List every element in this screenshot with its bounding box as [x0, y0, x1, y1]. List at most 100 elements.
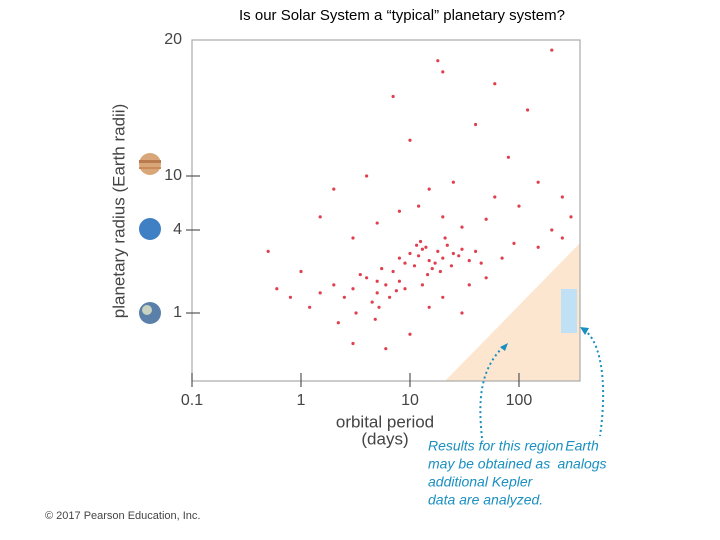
data-point	[332, 187, 336, 191]
data-point	[387, 295, 392, 299]
data-point	[436, 59, 440, 63]
data-point	[418, 239, 423, 244]
earth-note: analogs	[557, 456, 606, 472]
data-point	[467, 258, 471, 263]
region-note: Results for this region	[428, 438, 564, 454]
data-point	[358, 272, 362, 277]
arrow-head	[580, 327, 589, 335]
data-point	[457, 254, 461, 258]
jupiter-band	[139, 160, 161, 163]
data-point	[560, 236, 564, 240]
data-point	[397, 279, 402, 283]
data-point	[417, 254, 421, 258]
data-point	[275, 287, 279, 291]
data-point	[474, 122, 478, 127]
data-point	[414, 243, 419, 247]
data-point	[493, 195, 497, 199]
data-point	[427, 305, 431, 309]
data-point	[427, 258, 431, 263]
data-point	[397, 209, 402, 213]
data-point	[441, 70, 445, 74]
data-point	[500, 256, 504, 260]
arrow-head	[500, 343, 508, 351]
x-tick-label: 0.1	[181, 392, 203, 409]
data-point	[332, 283, 336, 287]
data-point	[425, 272, 430, 277]
data-point	[484, 276, 488, 280]
jupiter-icon	[139, 153, 161, 175]
neptune-icon	[139, 218, 161, 240]
data-point	[460, 225, 464, 229]
data-point	[445, 243, 449, 247]
data-point	[318, 215, 322, 219]
data-point	[517, 204, 521, 208]
data-point	[408, 138, 412, 142]
arrow	[583, 329, 605, 437]
data-point	[550, 48, 554, 52]
data-point	[436, 249, 440, 253]
data-point	[479, 261, 483, 265]
data-point	[536, 180, 540, 184]
data-point	[266, 249, 270, 253]
earth-cloud	[142, 305, 152, 315]
data-point	[336, 321, 340, 325]
y-tick-label: 4	[173, 221, 182, 238]
data-point	[403, 287, 407, 291]
data-point	[375, 279, 379, 283]
data-point	[526, 108, 530, 112]
data-point	[408, 251, 412, 256]
data-point	[384, 283, 388, 287]
data-point	[449, 264, 454, 268]
copyright: © 2017 Pearson Education, Inc.	[45, 510, 200, 522]
data-point	[441, 295, 445, 299]
data-point	[424, 245, 428, 249]
data-point	[318, 291, 322, 295]
data-point	[484, 217, 488, 221]
data-point	[550, 228, 554, 232]
data-point	[536, 245, 540, 249]
data-point	[308, 305, 312, 309]
data-point	[377, 305, 381, 309]
data-point	[438, 269, 442, 274]
data-point	[430, 266, 434, 271]
y-tick-label: 20	[164, 31, 182, 48]
data-point	[412, 264, 417, 268]
data-point	[441, 215, 445, 219]
data-point	[397, 256, 402, 260]
data-point	[420, 247, 425, 251]
data-point	[512, 241, 516, 245]
data-point	[299, 269, 303, 274]
x-axis-label: orbital period	[336, 412, 434, 431]
x-tick-label: 100	[506, 392, 533, 409]
data-point	[394, 289, 398, 293]
data-point	[391, 269, 395, 274]
region-note: additional Kepler	[428, 474, 534, 490]
data-point	[351, 236, 355, 240]
y-axis-label: planetary radius (Earth radii)	[109, 104, 128, 318]
data-point	[474, 249, 478, 253]
x-axis-label: (days)	[361, 429, 408, 448]
data-point	[351, 287, 355, 291]
data-point	[365, 174, 369, 178]
data-point	[493, 82, 497, 86]
earth-note: Earth	[565, 438, 599, 454]
plot-frame	[191, 39, 581, 382]
slide-title: Is our Solar System a “typical” planetar…	[239, 7, 565, 24]
x-tick-label: 1	[297, 392, 306, 409]
data-point	[373, 317, 377, 321]
region-note: may be obtained as	[428, 456, 550, 472]
data-point	[365, 276, 369, 280]
plot	[266, 48, 573, 351]
data-point	[370, 300, 374, 304]
data-point	[288, 295, 293, 299]
data-point	[441, 256, 445, 260]
data-point	[375, 291, 379, 295]
data-point	[569, 215, 573, 219]
arrow	[479, 346, 504, 439]
data-point	[403, 261, 407, 265]
region-note: data are analyzed.	[428, 492, 543, 508]
data-point	[506, 155, 511, 159]
data-point	[384, 347, 388, 351]
data-point	[427, 187, 431, 191]
data-point	[460, 311, 464, 315]
